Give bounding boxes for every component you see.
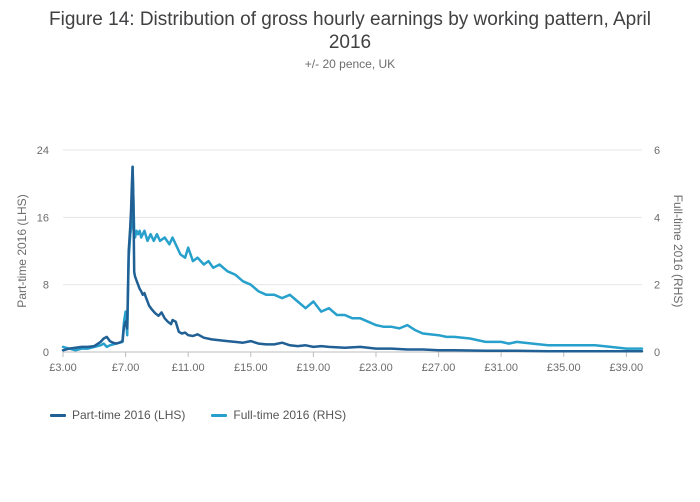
chart-subtitle: +/- 20 pence, UK	[304, 57, 396, 71]
y-tick-left: 0	[43, 347, 49, 359]
grid-lines	[63, 149, 642, 353]
series-line-full-time[interactable]	[61, 165, 644, 352]
legend-swatch-full-time	[211, 413, 228, 417]
y-tick-left: 8	[43, 280, 49, 292]
y-tick-right: 0	[654, 347, 660, 359]
y-axis-right-title: Full-time 2016 (RHS)	[671, 195, 685, 308]
y-tick-right: 2	[654, 280, 660, 292]
series-line-part-time[interactable]	[61, 165, 644, 353]
y-tick-right: 4	[654, 212, 660, 224]
x-tick-label: £35.00	[547, 362, 581, 374]
legend-item-part-time[interactable]: Part-time 2016 (LHS)	[50, 408, 185, 422]
x-tick-label: £31.00	[484, 362, 518, 374]
x-axis: £3.00 £7.00 £11.00 £15.00 £19.00 £23.00 £27.00…	[49, 352, 643, 374]
chart-title-text: Figure 14: Distribution of gross hourly …	[49, 9, 651, 53]
y-tick-left: 16	[37, 212, 49, 224]
legend-item-full-time[interactable]: Full-time 2016 (RHS)	[211, 408, 346, 422]
y-axis-left-title: Part-time 2016 (LHS)	[15, 194, 29, 307]
x-tick-label: £11.00	[172, 362, 205, 374]
legend-label-full-time: Full-time 2016 (RHS)	[233, 408, 347, 422]
x-tick-label: £7.00	[112, 362, 140, 374]
x-tick-label: £39.00	[610, 362, 644, 374]
x-tick-label: £15.00	[234, 362, 268, 374]
x-tick-label: £23.00	[359, 362, 393, 374]
y-tick-right: 6	[654, 145, 660, 157]
legend-label-part-time: Part-time 2016 (LHS)	[72, 408, 186, 422]
y-axis-left: 0 8 16 24	[37, 145, 49, 359]
legend-swatch-part-time	[50, 413, 66, 417]
chart-title: Figure 14: Distribution of gross hourly …	[0, 8, 700, 54]
x-tick-label: £19.00	[297, 362, 331, 374]
x-tick-label: £3.00	[49, 362, 77, 374]
y-tick-left: 24	[37, 145, 49, 157]
legend: Part-time 2016 (LHS) Full-time 2016 (RHS…	[50, 408, 346, 422]
x-tick-label: £27.00	[422, 362, 456, 374]
series-lines	[61, 165, 644, 353]
y-axis-right: 0 2 4 6	[654, 145, 660, 359]
